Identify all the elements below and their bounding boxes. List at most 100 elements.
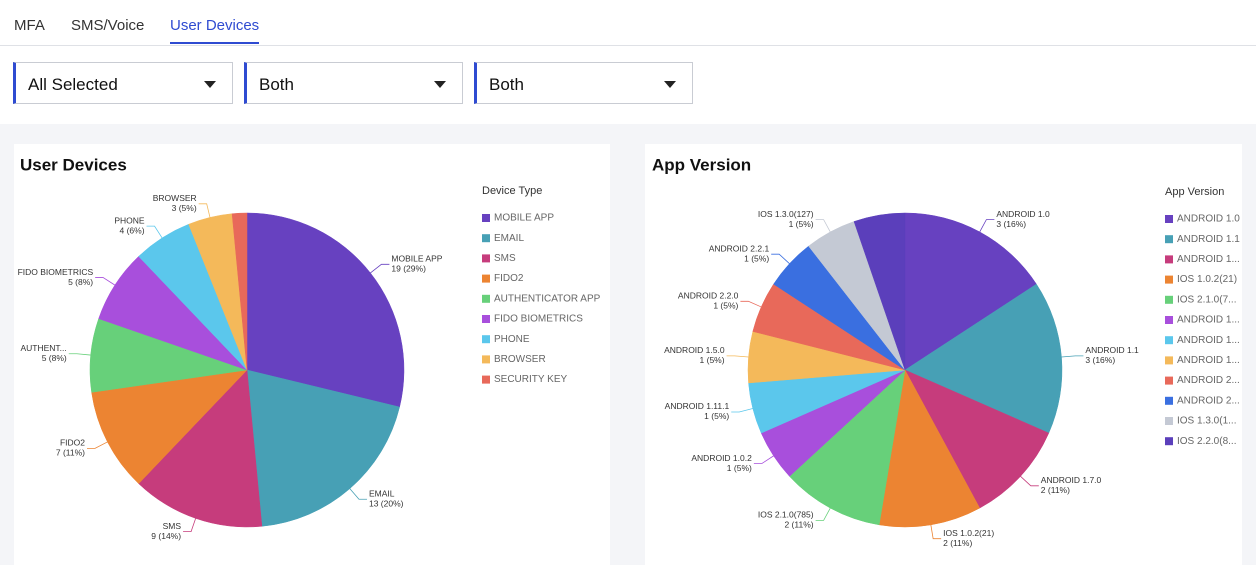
legend-label: IOS 1.3.0(1... (1177, 416, 1236, 427)
legend-swatch (482, 234, 490, 243)
tab[interactable]: MFA (14, 17, 45, 34)
legend-label: AUTHENTICATOR APP (494, 293, 601, 304)
value-label: 5 (8%) (42, 353, 67, 363)
slice-label: ANDROID 1.5.0 (664, 345, 725, 355)
callout-line (731, 408, 753, 413)
callout-line (930, 524, 942, 540)
slice-label: ANDROID 2.2.0 (678, 291, 739, 301)
callout-line (753, 455, 774, 464)
pie-slice (138, 369, 263, 528)
legend-label: ANDROID 1... (1177, 335, 1240, 346)
slice-label: ANDROID 1.11.1 (665, 401, 730, 411)
dropdown[interactable]: All Selected (13, 62, 233, 104)
value-label: 4 (6%) (120, 225, 145, 235)
value-label: 3 (16%) (996, 219, 1026, 229)
legend-label: ANDROID 2... (1177, 375, 1240, 386)
callout-line (183, 518, 197, 532)
legend-swatch (1165, 356, 1173, 365)
value-label: 2 (11%) (1041, 485, 1070, 495)
slice-label: IOS 2.1.0(785) (758, 510, 814, 520)
dropdown[interactable]: Both (244, 62, 463, 104)
pie-slice (853, 212, 906, 371)
dropdown-value: Both (489, 75, 524, 94)
value-label: 1 (5%) (700, 355, 725, 365)
legend-label: EMAIL (494, 233, 524, 244)
legend-swatch (1165, 316, 1173, 324)
value-label: 5 (8%) (68, 277, 93, 287)
slice-label: ANDROID 1.0.2 (691, 453, 752, 463)
tab[interactable]: SMS/Voice (71, 17, 145, 34)
legend-swatch (482, 214, 490, 222)
value-label: 1 (5%) (744, 253, 769, 263)
legend-label: ANDROID 1.0 (1177, 214, 1240, 225)
pie-slice (246, 212, 405, 408)
legend-swatch (482, 254, 490, 263)
slice-label: AUTHENT... (20, 343, 66, 353)
legend-label: BROWSER (494, 354, 546, 365)
legend-label: IOS 2.2.0(8... (1177, 436, 1236, 447)
pie-slice (904, 212, 1037, 371)
dropdown[interactable]: Both (474, 62, 693, 104)
legend-label: ANDROID 1... (1177, 315, 1240, 326)
callout-line (198, 203, 211, 218)
legend-label: ANDROID 1... (1177, 254, 1240, 265)
caret (664, 81, 676, 88)
value-label: 7 (11%) (56, 448, 85, 458)
value-label: 2 (11%) (943, 538, 972, 548)
slice-label: ANDROID 2.2.1 (709, 243, 770, 253)
legend-label: SMS (494, 253, 516, 264)
legend-swatch (1165, 417, 1173, 425)
dropdown-value: Both (259, 75, 294, 94)
legend-swatch (1165, 295, 1173, 304)
callout-line (95, 277, 116, 286)
legend-title: App Version (1165, 186, 1224, 198)
pie-slice (904, 283, 1063, 434)
slice-label: ANDROID 1.1 (1085, 345, 1139, 355)
legend-swatch (1165, 215, 1173, 223)
slice-label: EMAIL (369, 488, 395, 498)
legend-label: PHONE (494, 334, 530, 345)
value-label: 3 (5%) (172, 203, 197, 213)
value-label: 9 (14%) (151, 531, 181, 541)
legend-swatch (482, 294, 490, 303)
legend-swatch (1165, 437, 1173, 446)
legend-label: ANDROID 1... (1177, 355, 1240, 366)
slice-label: BROWSER (153, 193, 197, 203)
header: MFA SMS/Voice User Devices All Selected … (0, 0, 1256, 124)
callout-line (68, 353, 91, 356)
legend-swatch (1165, 275, 1173, 284)
slice-label: ANDROID 1.7.0 (1041, 475, 1102, 485)
chart-title: User Devices (20, 155, 127, 174)
value-label: 3 (16%) (1085, 355, 1115, 365)
legend-swatch (1165, 396, 1173, 405)
pie-slice (246, 369, 400, 527)
legend-label: SECURITY KEY (494, 374, 567, 385)
legend-label: IOS 2.1.0(7... (1177, 294, 1236, 305)
slice-label: MOBILE APP (391, 254, 442, 264)
slice-label: FIDO2 (60, 438, 85, 448)
value-label: 19 (29%) (391, 264, 426, 274)
callout-line (146, 225, 163, 239)
pie-slice (231, 212, 248, 371)
legend-label: MOBILE APP (494, 213, 554, 224)
legend-swatch (482, 315, 490, 323)
callout-line (1061, 355, 1084, 358)
legend-swatch (1165, 255, 1173, 264)
legend-swatch (1165, 336, 1173, 345)
legend-label: ANDROID 2... (1177, 395, 1240, 406)
slice-label: PHONE (114, 215, 145, 225)
legend-swatch (1165, 235, 1173, 244)
legend-swatch (482, 274, 490, 283)
callout-line (370, 263, 390, 274)
legend-swatch (1165, 376, 1173, 385)
legend-swatch (482, 335, 490, 344)
slice-label: SMS (163, 521, 182, 531)
legend-label: ANDROID 1.1 (1177, 234, 1240, 245)
pie-slice (91, 369, 248, 484)
dropdown-value: All Selected (28, 75, 118, 94)
tab[interactable]: User Devices (170, 17, 260, 44)
callout-line (771, 253, 790, 264)
slice-label: IOS 1.3.0(127) (758, 209, 814, 219)
